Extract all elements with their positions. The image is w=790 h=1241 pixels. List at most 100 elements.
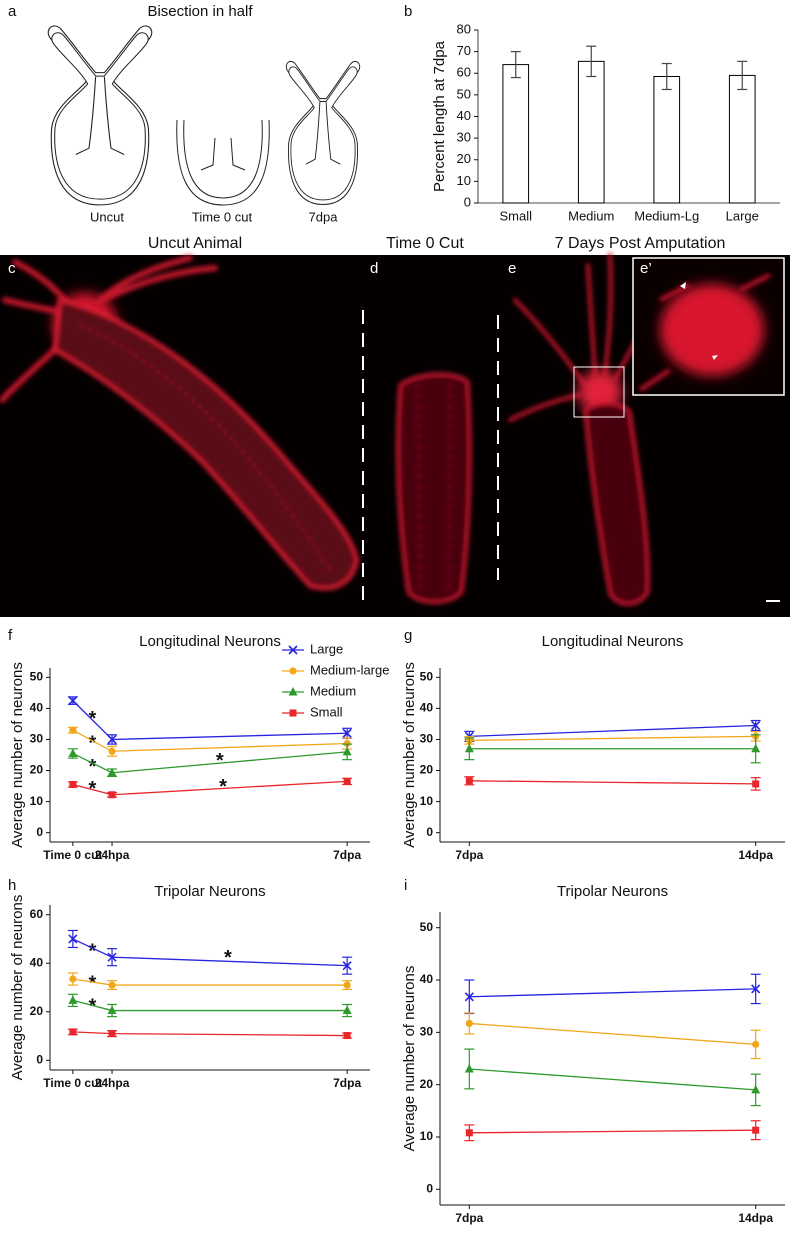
- chart-title: Tripolar Neurons: [557, 883, 668, 900]
- x-tick-label: Small: [499, 208, 532, 223]
- x-tick-label: 7dpa: [455, 1211, 483, 1225]
- x-tick-label: 7dpa: [333, 848, 361, 862]
- x-tick-label: Time 0 cut: [43, 848, 102, 862]
- marker: [465, 1019, 473, 1028]
- marker: [465, 777, 473, 785]
- marker-stroke: [107, 734, 117, 745]
- marker: [108, 791, 116, 799]
- panel-label: e: [508, 260, 516, 277]
- marker: [69, 975, 77, 983]
- y-tick-label: 10: [420, 794, 434, 808]
- y-tick-label: 0: [426, 1181, 433, 1195]
- marker: [342, 728, 352, 738]
- legend-label: Medium-large: [310, 662, 389, 677]
- panel-label: c: [8, 260, 16, 277]
- y-tick-label: 60: [30, 907, 44, 921]
- x-tick-label: 24hpa: [95, 848, 130, 862]
- marker: [68, 995, 78, 1004]
- marker: [752, 780, 760, 788]
- y-tick-label: 50: [420, 920, 434, 934]
- bar: [728, 74, 756, 204]
- series-line: [469, 988, 756, 998]
- marker: [464, 1063, 474, 1073]
- series-line: [469, 780, 756, 785]
- marker: [288, 645, 298, 655]
- error-bar: [737, 60, 748, 91]
- series-line: [469, 1068, 756, 1091]
- marker: [68, 696, 78, 706]
- y-tick-label: 10: [30, 794, 44, 808]
- y-tick-label: 20: [30, 763, 44, 777]
- error-bar: [661, 62, 672, 91]
- y-tick-label: 10: [457, 173, 471, 188]
- marker: [107, 952, 117, 962]
- annotation: *: [219, 776, 227, 798]
- y-tick-label: 10: [420, 1129, 434, 1143]
- diagram-label: 7dpa: [309, 209, 339, 224]
- error-bar: [510, 51, 521, 79]
- marker: [464, 743, 474, 753]
- cut-shape: [176, 119, 270, 206]
- y-tick-label: 60: [457, 65, 471, 80]
- y-tick-label: 0: [36, 1052, 43, 1066]
- bar: [502, 64, 530, 204]
- legend-label: Medium: [310, 683, 356, 698]
- y-tick-label: 20: [420, 763, 434, 777]
- marker: [289, 709, 297, 717]
- annotation: *: [89, 756, 97, 778]
- annotation: *: [89, 972, 97, 994]
- y-tick-label: 20: [457, 151, 471, 166]
- diagram: a Bisection in half Uncut Time 0 cut 7dp…: [8, 3, 361, 224]
- y-tick-label: 40: [30, 955, 44, 969]
- series-line: [469, 735, 756, 742]
- y-tick-label: 40: [30, 701, 44, 715]
- chart-title: Longitudinal Neurons: [542, 633, 684, 650]
- x-tick-label: Medium-Lg: [634, 208, 699, 223]
- inset: [632, 257, 785, 396]
- marker-stroke: [342, 961, 352, 971]
- annotation: *: [89, 995, 97, 1017]
- diagram-title: Bisection in half: [147, 3, 253, 20]
- legend-label: Large: [310, 641, 343, 656]
- marker: [108, 1030, 116, 1038]
- diagram-label: Uncut: [90, 209, 124, 224]
- hydra-e: [508, 253, 662, 606]
- y-tick-label: 80: [457, 21, 471, 36]
- y-tick-label: 0: [464, 194, 471, 209]
- marker: [343, 981, 351, 989]
- marker: [107, 1005, 117, 1015]
- marker: [751, 720, 761, 731]
- hydra-c: [0, 255, 360, 591]
- y-tick-label: 50: [457, 86, 471, 101]
- marker-stroke: [464, 992, 474, 1002]
- image-title: Time 0 Cut: [386, 235, 464, 252]
- bar: [577, 60, 605, 204]
- marker: [107, 767, 117, 777]
- image-title: 7 Days Post Amputation: [555, 235, 726, 252]
- y-tick-label: 30: [420, 1025, 434, 1039]
- panel-label: h: [8, 877, 16, 894]
- marker: [69, 781, 77, 789]
- series-line: [72, 999, 348, 1012]
- image-title: Uncut Animal: [148, 235, 242, 252]
- annotation: *: [89, 778, 97, 800]
- chart-title: Longitudinal Neurons: [139, 633, 281, 650]
- marker-stroke: [68, 934, 78, 944]
- marker: [751, 743, 761, 753]
- series-line: [469, 1022, 756, 1046]
- marker: [752, 1126, 760, 1134]
- marker: [343, 1032, 351, 1040]
- y-axis-label: Average number of neurons: [9, 662, 26, 848]
- panel-label: e’: [640, 260, 652, 277]
- y-tick-label: 20: [420, 1077, 434, 1091]
- annotation: *: [89, 941, 97, 963]
- marker-stroke: [751, 720, 761, 731]
- marker: [751, 984, 761, 994]
- panel-label: i: [404, 877, 407, 894]
- series-line: [469, 724, 756, 738]
- y-tick-label: 0: [36, 825, 43, 839]
- x-tick-label: 14dpa: [738, 1211, 773, 1225]
- panel-label: a: [8, 3, 17, 20]
- marker: [69, 726, 77, 734]
